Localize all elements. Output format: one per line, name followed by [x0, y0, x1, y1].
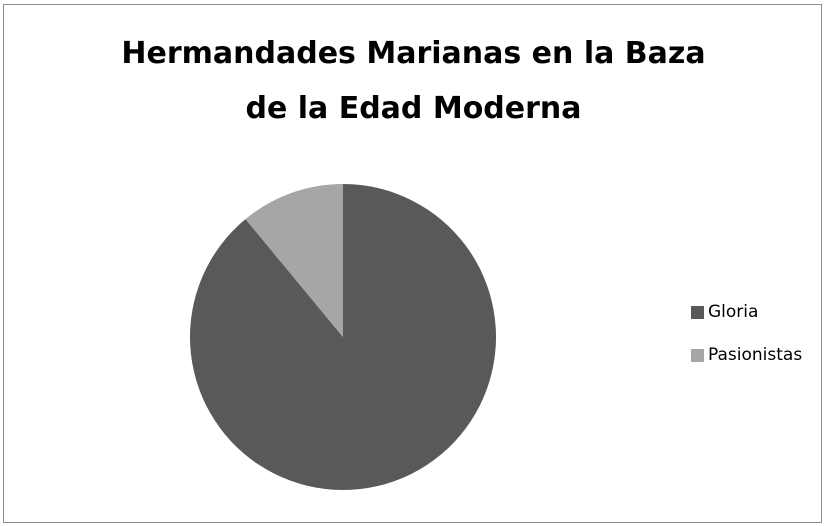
legend-swatch-pasionistas: [691, 348, 704, 362]
chart-title: Hermandades Marianas en la Baza de la Ed…: [121, 36, 706, 126]
legend-label-pasionistas: Pasionistas: [708, 345, 803, 365]
pie-slice-gloria: [190, 184, 497, 490]
pie-slice-pasionistas: [245, 184, 343, 337]
legend-item-pasionistas: Pasionistas: [691, 343, 802, 367]
legend-item-gloria: Gloria: [691, 300, 802, 324]
legend: Gloria Pasionistas: [691, 300, 802, 386]
legend-swatch-gloria: [691, 305, 704, 319]
legend-label-gloria: Gloria: [708, 302, 759, 322]
